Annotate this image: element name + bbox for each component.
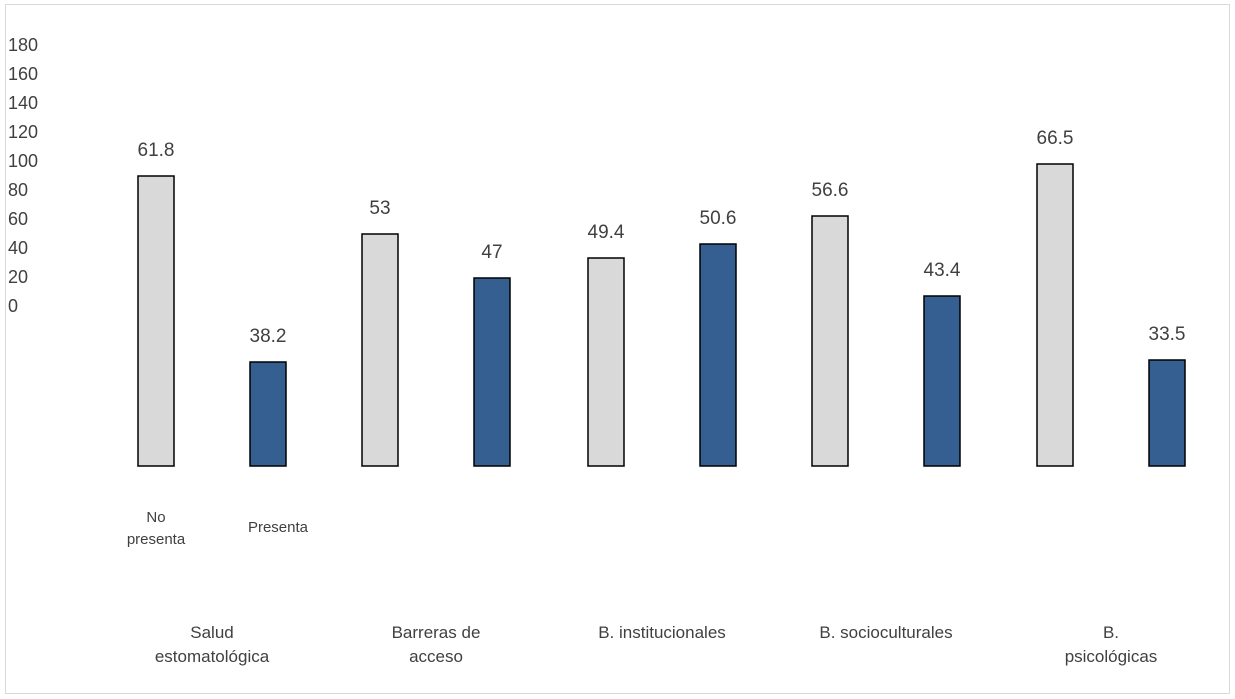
- sublabel-line: presenta: [126, 531, 186, 548]
- data-label: 49.4: [587, 222, 625, 243]
- y-tick-label: 0: [8, 296, 19, 316]
- data-label: 56.6: [811, 180, 849, 201]
- category-label: B. psicológicas: [1021, 621, 1201, 669]
- category-label-line: B. socioculturales: [819, 623, 953, 642]
- data-label: 33.5: [1148, 324, 1186, 345]
- category-label-line: Salud: [190, 623, 234, 642]
- sublabel-line: No: [146, 509, 166, 526]
- y-tick-label: 60: [8, 209, 29, 229]
- y-tick-label: 180: [8, 35, 39, 55]
- data-label: 43.4: [923, 260, 961, 281]
- category-label: Barreras de acceso: [346, 621, 526, 669]
- bar-presenta: [923, 295, 961, 467]
- category-label-line: B.: [1102, 623, 1120, 642]
- data-label: 38.2: [249, 326, 287, 347]
- chart-frame: [5, 4, 1230, 694]
- y-tick-label: 140: [8, 93, 39, 113]
- category-label-line: B. institucionales: [598, 623, 726, 642]
- bar-presenta: [1148, 359, 1186, 467]
- category-label-line: Barreras de: [391, 623, 481, 642]
- data-label: 53: [369, 198, 391, 219]
- category-label-line: estomatológica: [154, 647, 270, 666]
- data-label: 66.5: [1036, 128, 1074, 149]
- data-label: 47: [481, 242, 503, 263]
- y-tick-label: 80: [8, 180, 29, 200]
- y-tick-label: 160: [8, 64, 39, 84]
- category-label-line: acceso: [409, 647, 463, 666]
- bar-no-presenta: [811, 215, 849, 467]
- y-tick-label: 120: [8, 122, 39, 142]
- sublabel-presenta: Presenta: [223, 517, 333, 539]
- y-tick-label: 20: [8, 267, 29, 287]
- category-label: Salud estomatológica: [122, 621, 302, 669]
- y-tick-label: 40: [8, 238, 29, 258]
- category-label: B. institucionales: [572, 621, 752, 645]
- bar-presenta: [249, 361, 287, 467]
- data-label: 61.8: [137, 140, 175, 161]
- sublabel-line: Presenta: [247, 519, 309, 536]
- bar-no-presenta: [587, 257, 625, 467]
- y-tick-label: 100: [8, 151, 39, 171]
- bar-presenta: [473, 277, 511, 467]
- bar-presenta: [699, 243, 737, 467]
- bar-no-presenta: [1036, 163, 1074, 467]
- category-label: B. socioculturales: [796, 621, 976, 645]
- category-label-line: psicológicas: [1064, 647, 1158, 666]
- sublabel-no-presenta: No presenta: [101, 507, 211, 551]
- bar-no-presenta: [137, 175, 175, 467]
- data-label: 50.6: [699, 208, 737, 229]
- bar-no-presenta: [361, 233, 399, 467]
